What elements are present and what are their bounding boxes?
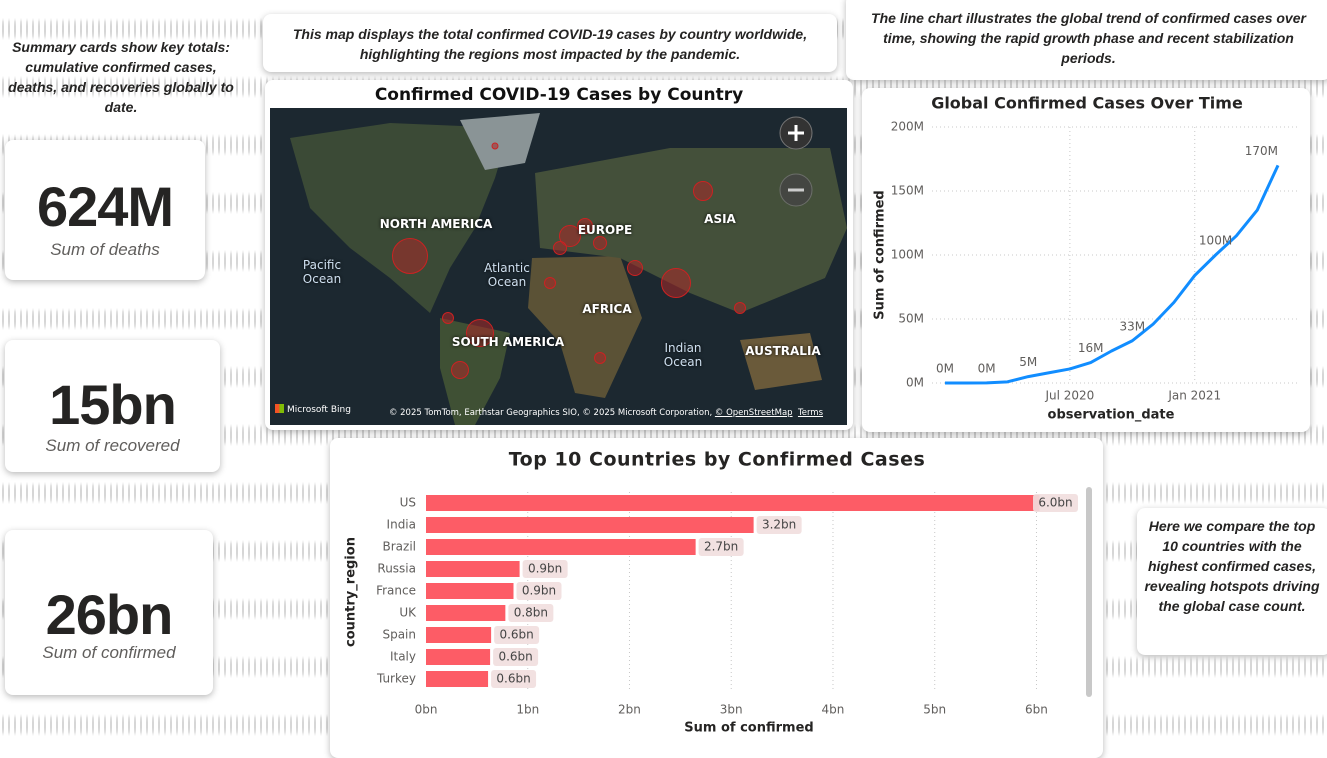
attribution: © 2025 TomTom, Earthstar Geographics SIO… <box>388 408 713 418</box>
map-title: Confirmed COVID-19 Cases by Country <box>374 85 744 105</box>
zoom-in-button[interactable] <box>779 116 813 150</box>
map-bubble[interactable] <box>466 319 494 347</box>
map-label: AFRICA <box>582 302 632 316</box>
map[interactable]: NORTH AMERICA EUROPE ASIA Pacific Ocean … <box>270 108 847 425</box>
map-label: SOUTH AMERICA <box>451 335 565 349</box>
map-bubble[interactable] <box>559 225 581 247</box>
map-narrative: This map displays the total confirmed CO… <box>292 26 808 62</box>
card-value: 624M <box>36 175 174 238</box>
land-shape <box>740 333 822 390</box>
terms-link[interactable]: Terms <box>797 408 823 418</box>
map-bubble[interactable] <box>442 312 454 324</box>
map-label: ASIA <box>704 212 736 226</box>
map-panel: Confirmed COVID-19 Cases by Country NORT… <box>265 80 853 430</box>
map-bubble[interactable] <box>451 361 469 379</box>
map-bubble[interactable] <box>553 241 567 255</box>
map-bubble[interactable] <box>491 142 499 150</box>
land <box>290 113 847 425</box>
map-bubble[interactable] <box>661 268 691 298</box>
map-bubble[interactable] <box>627 260 643 276</box>
map-logo: Microsoft Bing <box>275 404 351 415</box>
map-bubble[interactable] <box>734 302 746 314</box>
map-bubble[interactable] <box>593 236 607 250</box>
map-bubble[interactable] <box>693 181 713 201</box>
logo-text: Microsoft Bing <box>287 405 351 415</box>
land-shape <box>460 113 540 170</box>
map-bubble[interactable] <box>392 238 428 274</box>
map-label: Atlantic Ocean <box>484 261 530 289</box>
bar-narrative-box: Here we compare the top 10 countries wit… <box>1137 508 1327 655</box>
line-panel <box>862 88 1310 432</box>
map-bubble[interactable] <box>577 218 593 234</box>
map-label: NORTH AMERICA <box>379 217 493 231</box>
card: 15bn Sum of recovered <box>5 340 220 472</box>
land-shape <box>440 318 510 425</box>
line-narrative: The line chart illustrates the global tr… <box>871 10 1306 66</box>
card-value: 26bn <box>45 583 174 646</box>
card: 624M Sum of deaths <box>5 140 205 280</box>
card-value: 15bn <box>49 373 177 436</box>
scrollbar[interactable] <box>1086 487 1092 697</box>
map-attribution: © 2025 TomTom, Earthstar Geographics SIO… <box>389 408 823 418</box>
card-label: Sum of recovered <box>45 436 180 455</box>
card: 26bn Sum of confirmed <box>5 530 213 695</box>
land-shape <box>535 148 847 313</box>
zoom-out-button[interactable] <box>779 173 813 207</box>
osm-link[interactable]: © OpenStreetMap <box>714 408 793 418</box>
map-label: Indian Ocean <box>663 341 703 369</box>
logo-icon <box>275 404 284 413</box>
map-narrative-box: This map displays the total confirmed CO… <box>263 14 837 72</box>
map-label: Pacific Ocean <box>302 258 342 286</box>
map-label: AUSTRALIA <box>745 344 821 358</box>
land-shape <box>528 256 642 398</box>
summary-narrative: Summary cards show key totals: cumulativ… <box>8 39 234 115</box>
map-bubble[interactable] <box>594 352 606 364</box>
map-label: EUROPE <box>577 223 633 237</box>
bar-panel <box>330 438 1103 758</box>
bar-narrative: Here we compare the top 10 countries wit… <box>1144 518 1320 614</box>
land-shape <box>290 123 510 313</box>
zoom-controls <box>779 116 813 207</box>
map-bubble[interactable] <box>544 277 556 289</box>
card-label: Sum of confirmed <box>42 643 176 662</box>
card-label: Sum of deaths <box>50 240 160 259</box>
line-narrative-box: The line chart illustrates the global tr… <box>846 0 1327 80</box>
